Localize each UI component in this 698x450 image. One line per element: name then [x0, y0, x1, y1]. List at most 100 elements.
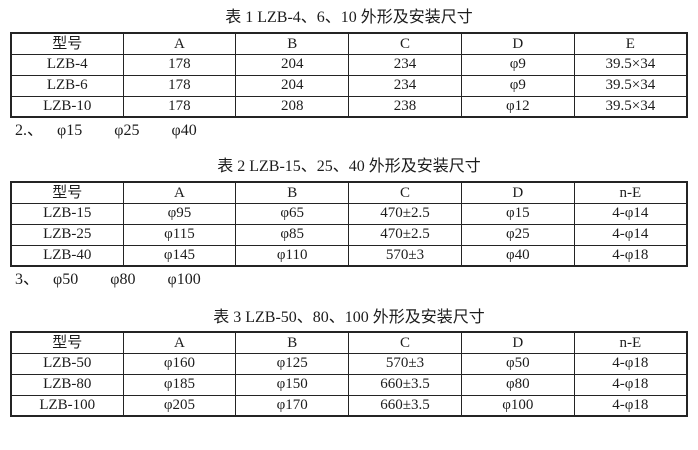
table-row: LZB-6 178 204 234 φ9 39.5×34: [10, 74, 688, 97]
dimension-cell: 39.5×34: [573, 95, 688, 118]
column-header: D: [460, 181, 575, 204]
dimension-cell: φ185: [122, 373, 237, 396]
dimension-cell: 4-φ18: [573, 352, 688, 375]
dimension-cell: φ15: [460, 202, 575, 225]
column-header: E: [573, 32, 688, 55]
note-item: φ40: [171, 122, 197, 139]
dimension-cell: φ145: [122, 244, 237, 267]
column-header: A: [122, 331, 237, 354]
column-header: B: [235, 181, 350, 204]
dimension-cell: 178: [122, 95, 237, 118]
column-header: C: [348, 331, 462, 354]
dimension-cell: φ25: [460, 223, 575, 246]
note-item: φ25: [114, 122, 140, 139]
column-header: B: [235, 331, 350, 354]
dimension-cell: φ205: [122, 394, 237, 417]
model-cell: LZB-50: [10, 352, 124, 375]
dimension-cell: 234: [348, 74, 462, 97]
column-header: D: [460, 331, 575, 354]
dimension-cell: φ100: [460, 394, 575, 417]
dimension-cell: φ115: [122, 223, 237, 246]
dimension-cell: φ95: [122, 202, 237, 225]
table-3-title: 表 3 LZB-50、80、100 外形及安装尺寸: [213, 309, 485, 326]
table-1-title: 表 1 LZB-4、6、10 外形及安装尺寸: [225, 9, 473, 26]
column-header: B: [235, 32, 350, 55]
dimension-cell: 570±3: [348, 352, 462, 375]
dimension-cell: φ12: [460, 95, 575, 118]
model-cell: LZB-80: [10, 373, 124, 396]
dimension-cell: φ125: [235, 352, 350, 375]
dimension-cell: 660±3.5: [348, 394, 462, 417]
note-item: φ15: [57, 122, 83, 139]
dimensions-table-1: 型号 A B C D E LZB-4 178 204 234 φ9 39.5×34 LZB-6 178 2…: [10, 32, 688, 118]
note-item: φ50: [53, 271, 79, 288]
table-row: LZB-10 178 208 238 φ12 39.5×34: [10, 95, 688, 118]
dimension-cell: 238: [348, 95, 462, 118]
model-cell: LZB-10: [10, 95, 124, 118]
dimension-cell: 178: [122, 74, 237, 97]
dimension-cell: 4-φ18: [573, 373, 688, 396]
dimension-cell: φ40: [460, 244, 575, 267]
dimension-cell: 4-φ14: [573, 202, 688, 225]
model-cell: LZB-6: [10, 74, 124, 97]
dimension-cell: φ9: [460, 53, 575, 76]
model-column-header: 型号: [10, 331, 124, 354]
table-row: LZB-4 178 204 234 φ9 39.5×34: [10, 53, 688, 76]
note-item: φ100: [167, 271, 201, 288]
dimension-cell: φ65: [235, 202, 350, 225]
table-row: LZB-50 φ160 φ125 570±3 φ50 4-φ18: [10, 352, 688, 375]
dimension-cell: 570±3: [348, 244, 462, 267]
table-2-title: 表 2 LZB-15、25、40 外形及安装尺寸: [217, 158, 481, 175]
model-cell: LZB-25: [10, 223, 124, 246]
dimension-cell: 470±2.5: [348, 223, 462, 246]
column-header: D: [460, 32, 575, 55]
note-line-2: 3、 φ50 φ80 φ100: [15, 270, 688, 290]
model-cell: LZB-15: [10, 202, 124, 225]
table-section-1: 表 1 LZB-4、6、10 外形及安装尺寸 型号 A B C D E LZB-4 178 2…: [10, 8, 688, 141]
dimension-cell: 204: [235, 53, 350, 76]
note-prefix: 3、: [15, 271, 40, 288]
note-prefix: 2.、: [15, 122, 44, 139]
column-header: n-E: [573, 181, 688, 204]
table-row: LZB-40 φ145 φ110 570±3 φ40 4-φ18: [10, 244, 688, 267]
table-row: LZB-80 φ185 φ150 660±3.5 φ80 4-φ18: [10, 373, 688, 396]
header-row: 型号 A B C D E: [10, 32, 688, 55]
model-column-header: 型号: [10, 181, 124, 204]
model-cell: LZB-100: [10, 394, 124, 417]
note-item: φ80: [110, 271, 136, 288]
column-header: C: [348, 32, 462, 55]
dimension-cell: φ9: [460, 74, 575, 97]
table-row: LZB-15 φ95 φ65 470±2.5 φ15 4-φ14: [10, 202, 688, 225]
dimension-cell: φ80: [460, 373, 575, 396]
model-cell: LZB-4: [10, 53, 124, 76]
dimension-cell: φ150: [235, 373, 350, 396]
document-page: 表 1 LZB-4、6、10 外形及安装尺寸 型号 A B C D E LZB-4 178 2…: [10, 8, 688, 417]
dimension-cell: 234: [348, 53, 462, 76]
dimension-cell: φ170: [235, 394, 350, 417]
dimension-cell: 660±3.5: [348, 373, 462, 396]
dimension-cell: 204: [235, 74, 350, 97]
dimension-cell: 208: [235, 95, 350, 118]
dimension-cell: φ160: [122, 352, 237, 375]
dimension-cell: φ50: [460, 352, 575, 375]
dimension-cell: 4-φ14: [573, 223, 688, 246]
column-header: A: [122, 32, 237, 55]
dimension-cell: 4-φ18: [573, 394, 688, 417]
dimension-cell: 4-φ18: [573, 244, 688, 267]
table-row: LZB-100 φ205 φ170 660±3.5 φ100 4-φ18: [10, 394, 688, 417]
dimension-cell: 178: [122, 53, 237, 76]
model-cell: LZB-40: [10, 244, 124, 267]
dimension-cell: 39.5×34: [573, 74, 688, 97]
column-header: A: [122, 181, 237, 204]
dimension-cell: φ85: [235, 223, 350, 246]
table-row: LZB-25 φ115 φ85 470±2.5 φ25 4-φ14: [10, 223, 688, 246]
column-header: C: [348, 181, 462, 204]
dimension-cell: φ110: [235, 244, 350, 267]
model-column-header: 型号: [10, 32, 124, 55]
